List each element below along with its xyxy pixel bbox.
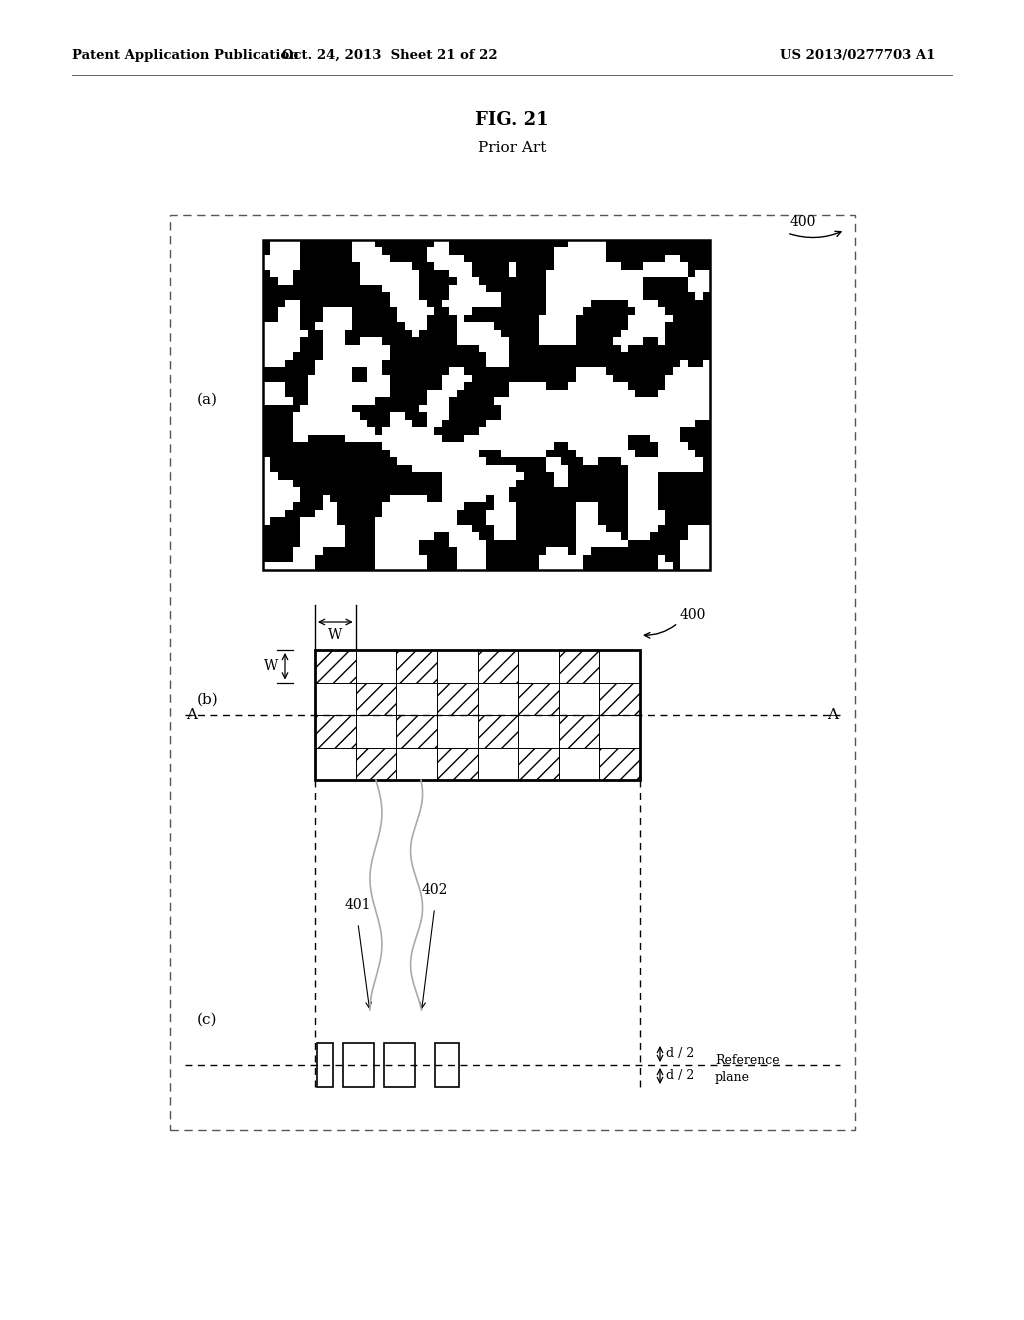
Bar <box>315 747 355 780</box>
Bar <box>518 682 559 715</box>
Bar <box>396 649 437 682</box>
Text: Reference: Reference <box>715 1053 779 1067</box>
Bar <box>396 715 437 747</box>
Bar <box>384 1043 415 1086</box>
Bar <box>518 715 559 747</box>
Text: (c): (c) <box>197 1012 217 1027</box>
Bar <box>559 747 599 780</box>
Text: A: A <box>186 708 198 722</box>
Text: Patent Application Publication: Patent Application Publication <box>72 49 299 62</box>
Bar <box>599 747 640 780</box>
Bar <box>559 649 599 682</box>
Text: plane: plane <box>715 1071 750 1084</box>
Text: FIG. 21: FIG. 21 <box>475 111 549 129</box>
Bar <box>559 682 599 715</box>
Bar <box>437 649 477 682</box>
Bar <box>477 682 518 715</box>
Bar <box>437 682 477 715</box>
Bar <box>343 1043 374 1086</box>
Bar <box>437 747 477 780</box>
Bar <box>559 715 599 747</box>
Bar <box>599 715 640 747</box>
Bar <box>315 649 640 780</box>
Bar <box>355 649 396 682</box>
Bar <box>355 747 396 780</box>
Bar <box>518 747 559 780</box>
Text: US 2013/0277703 A1: US 2013/0277703 A1 <box>780 49 935 62</box>
Text: W: W <box>264 659 279 673</box>
Text: W: W <box>328 628 342 642</box>
Bar <box>263 240 710 570</box>
Text: 400: 400 <box>790 215 816 228</box>
Bar <box>477 649 518 682</box>
Text: 402: 402 <box>421 883 447 898</box>
Text: d / 2: d / 2 <box>666 1048 694 1060</box>
Bar <box>396 682 437 715</box>
Bar <box>599 682 640 715</box>
Bar <box>315 649 355 682</box>
Text: A: A <box>827 708 839 722</box>
Bar <box>477 715 518 747</box>
Text: (b): (b) <box>197 693 219 708</box>
Text: 401: 401 <box>345 898 371 912</box>
Bar <box>396 747 437 780</box>
Bar <box>317 1043 333 1086</box>
Text: Prior Art: Prior Art <box>478 141 546 154</box>
Bar <box>315 715 355 747</box>
Bar <box>477 747 518 780</box>
Bar <box>170 215 855 1130</box>
Bar <box>437 715 477 747</box>
Bar <box>435 1043 459 1086</box>
Bar <box>355 682 396 715</box>
Text: Oct. 24, 2013  Sheet 21 of 22: Oct. 24, 2013 Sheet 21 of 22 <box>283 49 498 62</box>
Text: d / 2: d / 2 <box>666 1069 694 1082</box>
Bar <box>518 649 559 682</box>
Bar <box>355 715 396 747</box>
Bar <box>599 649 640 682</box>
Bar <box>315 682 355 715</box>
Text: (a): (a) <box>197 393 218 407</box>
Text: 400: 400 <box>680 609 707 622</box>
